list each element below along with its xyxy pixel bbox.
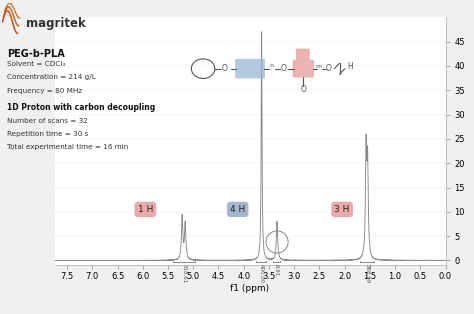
Text: 3 H: 3 H [335,205,350,214]
X-axis label: f1 (ppm): f1 (ppm) [230,284,270,293]
Text: 4 H: 4 H [230,205,246,214]
Text: 568.99: 568.99 [365,264,369,283]
Text: 318.61: 318.61 [181,264,186,283]
Text: 1 H: 1 H [137,205,153,214]
Text: O: O [301,85,306,94]
Text: Number of scans = 32: Number of scans = 32 [7,118,88,124]
Text: O: O [280,64,286,73]
Text: Total experimental time = 16 min: Total experimental time = 16 min [7,144,128,150]
Text: PEG-b-PLA: PEG-b-PLA [7,49,65,59]
Text: O: O [221,64,228,73]
Text: 6.91: 6.91 [274,264,279,276]
FancyBboxPatch shape [296,49,310,60]
Text: H: H [347,62,353,71]
FancyBboxPatch shape [235,59,265,78]
Text: Concentration = 214 g/L: Concentration = 214 g/L [7,74,96,80]
Text: Frequency = 80 MHz: Frequency = 80 MHz [7,88,82,94]
Text: Solvent = CDCl₃: Solvent = CDCl₃ [7,61,65,67]
Text: 400.00: 400.00 [259,264,264,283]
Text: n: n [269,63,273,68]
Text: Repetition time = 30 s: Repetition time = 30 s [7,131,89,137]
Text: 1D Proton with carbon decoupling: 1D Proton with carbon decoupling [7,103,155,112]
FancyBboxPatch shape [293,60,314,78]
Text: m: m [316,64,322,69]
Text: O: O [326,64,332,73]
Text: magritek: magritek [26,17,86,30]
